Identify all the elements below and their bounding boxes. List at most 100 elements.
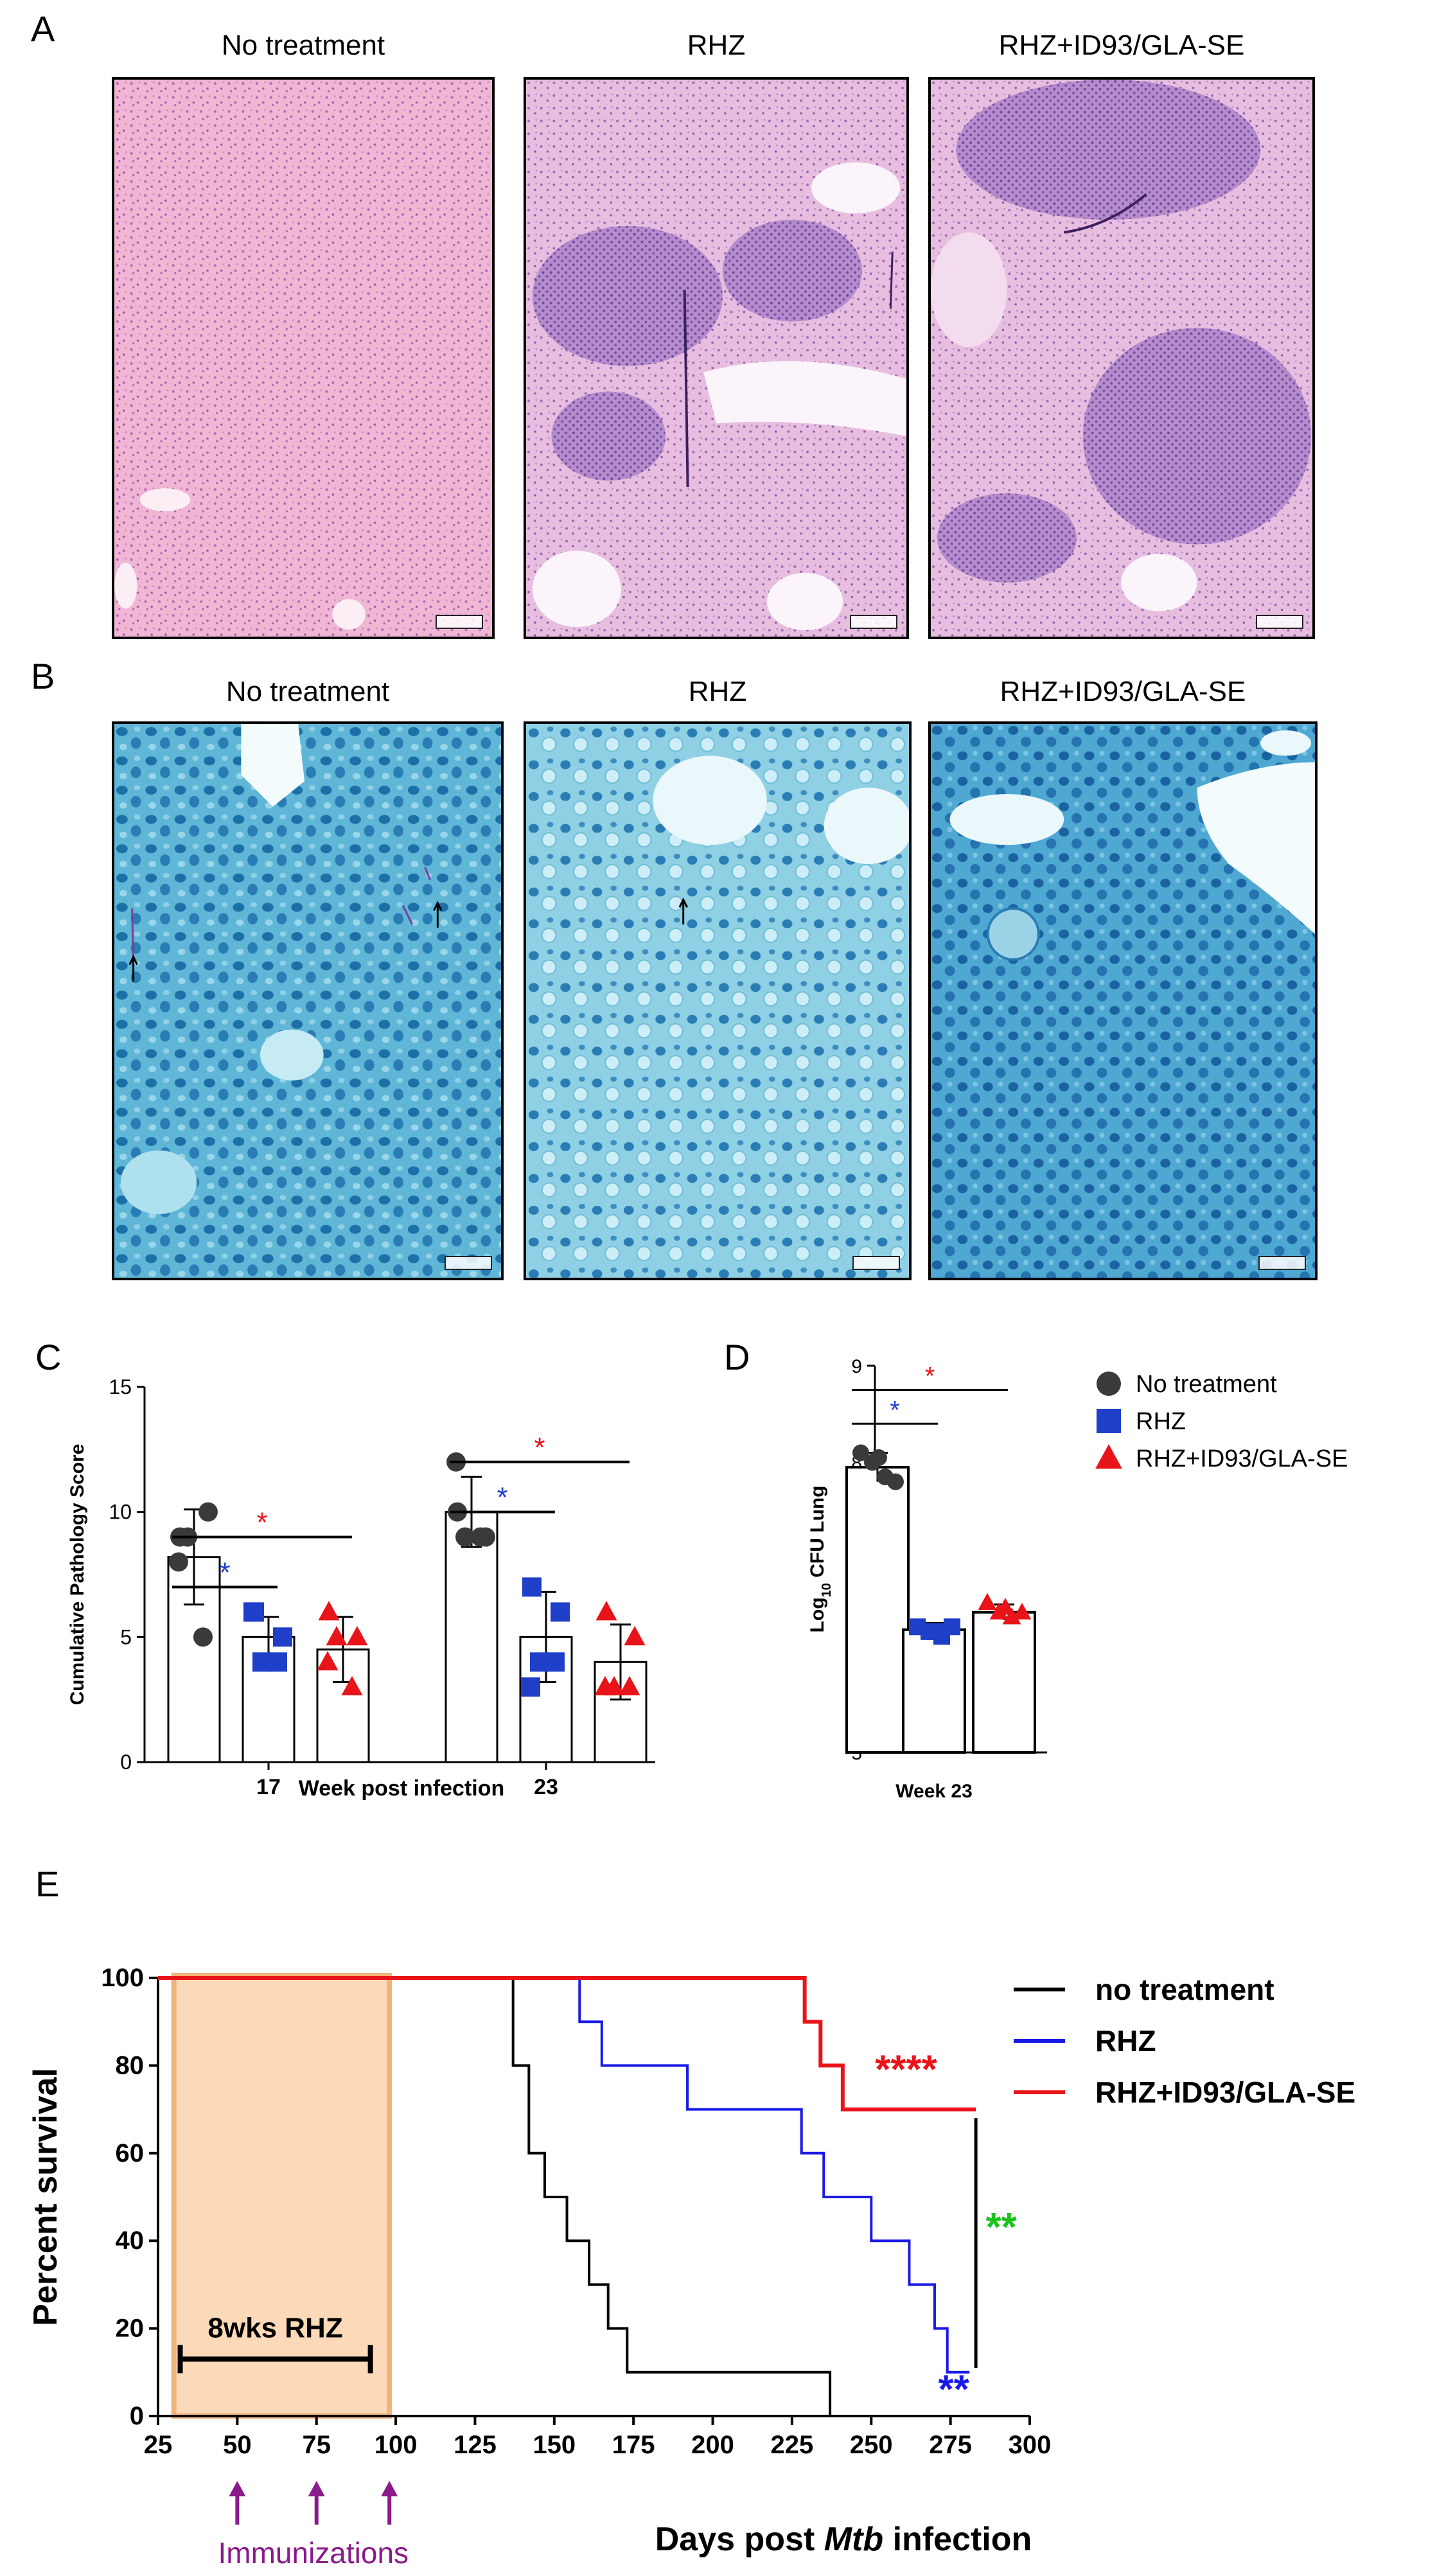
data-point (326, 1626, 348, 1646)
data-point (243, 1602, 263, 1622)
treatment-bar-label: 8wks RHZ (207, 2312, 342, 2343)
x-axis-label: Week post infection (299, 1776, 505, 1801)
panel-a-title-rhz: RHZ (687, 30, 746, 61)
scale-bar (1258, 1256, 1306, 1270)
data-point (317, 1651, 339, 1671)
immunization-arrowhead (229, 2481, 246, 2496)
data-point (198, 1502, 218, 1522)
x-tick-label: 75 (302, 2431, 331, 2459)
data-point (1012, 1602, 1032, 1619)
arrow-marker (128, 955, 138, 982)
panel-label-e: E (35, 1864, 60, 1904)
y-tick-label: 40 (116, 2227, 145, 2255)
panel-label-d: D (724, 1337, 750, 1377)
he-tissue-image (114, 80, 492, 637)
afb-micrograph-rhz-id93 (928, 721, 1318, 1280)
data-point (927, 1623, 944, 1640)
afb-tissue-image (114, 724, 501, 1278)
data-point (595, 1601, 617, 1621)
y-tick-label: 0 (130, 2402, 144, 2430)
legend-marker (1095, 1444, 1122, 1469)
y-tick-label: 60 (116, 2139, 145, 2167)
data-point (978, 1592, 997, 1610)
y-axis-label: Log10 CFU Lung (807, 1486, 834, 1633)
x-tick-label: 275 (929, 2431, 972, 2459)
significance-star: * (256, 1507, 267, 1539)
data-point (318, 1601, 340, 1621)
x-axis-label: Days post Mtb infection (655, 2521, 1032, 2558)
afb-tissue-image (931, 724, 1315, 1278)
afb-micrograph-rhz (524, 721, 912, 1280)
pathology-score-chart: 0 5 10 15 Cumulative Pathology Score Week pos… (67, 1375, 655, 1801)
bar (445, 1511, 498, 1763)
x-tick-label: 225 (771, 2431, 814, 2459)
significance-annotation: ** (985, 2205, 1017, 2250)
data-point (455, 1527, 475, 1547)
panel-label-c: C (35, 1337, 62, 1377)
significance-star: * (219, 1557, 230, 1588)
y-tick-label: 20 (116, 2315, 145, 2343)
survival-curve (158, 1976, 976, 2112)
data-point (619, 1675, 640, 1696)
survival-curve (158, 1977, 970, 2374)
data-point (522, 1577, 542, 1597)
legend-marker (1097, 1372, 1121, 1396)
x-tick-label: 175 (612, 2431, 655, 2459)
data-point (887, 1473, 904, 1490)
y-axis-label: Percent survival (27, 2068, 64, 2326)
x-tick-label: 300 (1009, 2431, 1052, 2459)
panel-a-title-no-treatment: No treatment (221, 30, 385, 61)
legend-label: RHZ+ID93/GLA-SE (1136, 1445, 1348, 1472)
treatment-period-shading (171, 1973, 392, 2419)
x-tick-label: 200 (691, 2431, 734, 2459)
significance-star: * (534, 1432, 545, 1463)
scale-bar (445, 1256, 492, 1270)
survival-curve (158, 1977, 832, 2416)
data-point (169, 1552, 188, 1572)
legend-label: No treatment (1136, 1371, 1277, 1398)
data-point (594, 1675, 616, 1696)
immunization-arrowhead (381, 2481, 398, 2496)
scale-bar (436, 615, 483, 629)
panel-b-title-no-treatment: No treatment (225, 676, 390, 707)
y-tick-label: 5 (120, 1625, 132, 1648)
survival-chart: 0 20 40 60 80 100 25 50 75 100 125 150 175 200 225 250 2… (27, 1964, 1355, 2570)
group-legend: No treatment RHZ RHZ+ID93/GLA-SE (1095, 1371, 1348, 1472)
afb-tissue-image (526, 724, 909, 1278)
legend-label: RHZ+ID93/GLA-SE (1095, 2076, 1355, 2109)
he-micrograph-no-treatment (112, 77, 495, 639)
panel-b-title-rhz-id93: RHZ+ID93/GLA-SE (1000, 676, 1246, 707)
legend-marker (1097, 1409, 1121, 1433)
x-tick-label: 25 (144, 2431, 173, 2459)
legend-label: no treatment (1095, 1973, 1274, 2006)
y-tick-label: 0 (120, 1751, 132, 1774)
data-point (944, 1618, 960, 1636)
x-tick-label: 125 (454, 2431, 497, 2459)
x-tick-label: 17 (256, 1775, 281, 1799)
legend-label: RHZ (1136, 1408, 1186, 1435)
legend-label: RHZ (1095, 2024, 1156, 2058)
data-point (471, 1527, 490, 1547)
x-tick-label: 100 (375, 2431, 418, 2459)
data-point (193, 1627, 213, 1647)
data-point (870, 1449, 887, 1466)
data-point (852, 1444, 869, 1461)
bar (972, 1610, 1036, 1754)
x-tick-label: 150 (533, 2431, 576, 2459)
y-tick-label: 9 (851, 1356, 862, 1377)
significance-star: * (497, 1482, 507, 1513)
data-point (521, 1677, 540, 1697)
y-tick-label: 15 (109, 1375, 132, 1398)
immunization-label: Immunizations (218, 2536, 409, 2570)
data-point (273, 1627, 292, 1647)
he-tissue-image (526, 80, 906, 637)
panel-b-title-rhz: RHZ (688, 676, 747, 707)
scale-bar (850, 615, 897, 629)
data-point (1002, 1607, 1021, 1625)
data-point (268, 1652, 287, 1672)
immunization-arrowhead (308, 2481, 325, 2496)
data-point (346, 1626, 368, 1646)
data-point (551, 1602, 570, 1622)
he-micrograph-rhz (524, 77, 909, 639)
